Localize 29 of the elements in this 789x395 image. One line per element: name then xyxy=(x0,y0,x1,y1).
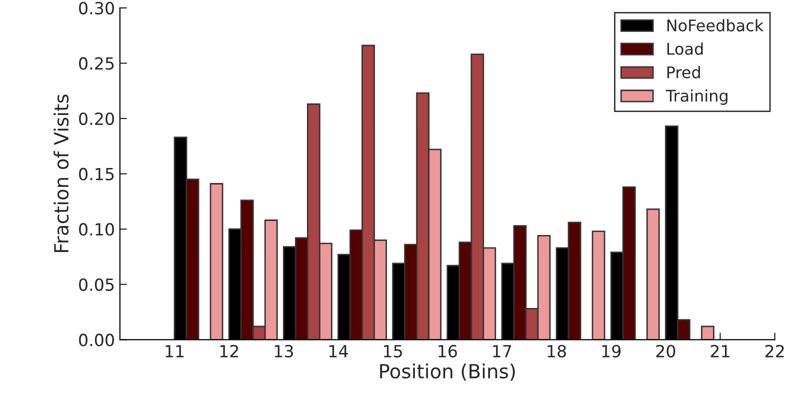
legend-label: Training xyxy=(666,89,728,105)
legend-label: Pred xyxy=(667,66,700,78)
y-tick-label: 0.30 xyxy=(79,2,114,14)
x-tick-label: 18 xyxy=(548,344,566,358)
bar xyxy=(210,183,224,340)
x-axis-title: Position (Bins) xyxy=(380,363,515,381)
x-tick-label: 12 xyxy=(220,344,238,358)
x-tick-label: 13 xyxy=(274,344,293,358)
x-tick-label: 15 xyxy=(384,345,402,358)
y-tick-label: 0.00 xyxy=(79,334,114,346)
y-tick-label: 0.05 xyxy=(79,278,114,291)
x-tick-label: 16 xyxy=(438,344,457,358)
x-tick-label: 21 xyxy=(710,344,730,358)
bar xyxy=(646,208,660,340)
y-tick-label: 0.20 xyxy=(79,112,114,126)
legend-label: Load xyxy=(667,42,703,55)
legend-label: NoFeedback xyxy=(667,19,764,32)
x-tick-label: 14 xyxy=(329,345,348,358)
bar xyxy=(592,230,606,340)
y-tick-label: 0.10 xyxy=(79,223,114,236)
x-tick-label: 20 xyxy=(656,344,676,358)
y-tick-label: 0.25 xyxy=(79,57,114,70)
x-tick-label: 17 xyxy=(493,345,512,358)
y-tick-label: 0.15 xyxy=(79,168,114,180)
bar xyxy=(700,326,714,340)
x-tick-label: 19 xyxy=(602,344,621,358)
y-axis-title: Fraction of Visits xyxy=(54,94,69,252)
x-tick-label: 11 xyxy=(166,345,184,358)
x-tick-label: 22 xyxy=(765,344,784,358)
